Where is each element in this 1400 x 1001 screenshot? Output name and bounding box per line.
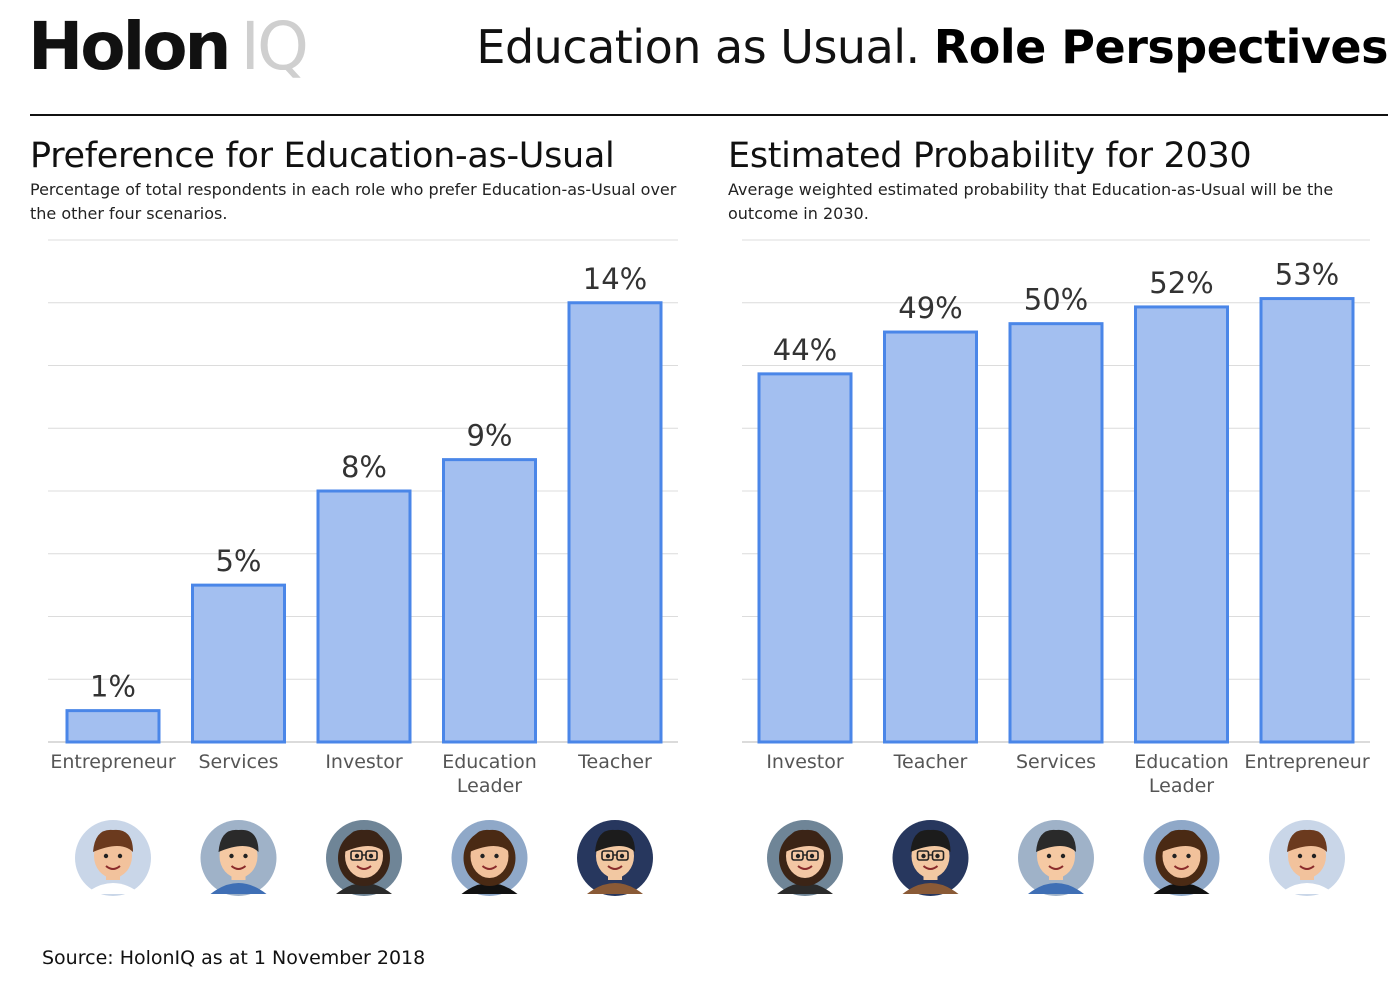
- category-label: Investor: [766, 751, 844, 773]
- data-label: 8%: [341, 450, 387, 484]
- bar: [567, 301, 663, 744]
- category-label: Education Leader: [442, 751, 537, 797]
- category-label: Teacher: [893, 751, 968, 773]
- right-panel-subtitle: Average weighted estimated probability t…: [728, 180, 1334, 223]
- bar: [757, 372, 853, 744]
- page-title: Education as Usual. Role Perspectives: [476, 18, 1388, 76]
- bar: [65, 709, 161, 744]
- data-label: 44%: [773, 333, 837, 367]
- man-avatar-icon: [1018, 820, 1094, 896]
- data-label: 52%: [1149, 266, 1213, 300]
- man-avatar-icon: [200, 820, 277, 896]
- preference-chart: 1% Entrepreneur 5% Services 8% Investor 9% Educ…: [48, 239, 678, 896]
- data-label: 50%: [1024, 283, 1088, 317]
- brand-logo: Holon IQ: [28, 8, 309, 90]
- bar: [1134, 305, 1229, 744]
- boy-avatar-icon: [75, 820, 151, 896]
- woman-glasses-avatar-icon: [767, 820, 843, 896]
- source-note: Source: HolonIQ as at 1 November 2018: [42, 947, 426, 969]
- brand-logo-main: Holon: [28, 8, 232, 85]
- woman-glasses-avatar-icon: [326, 820, 402, 896]
- boy-avatar-icon: [1269, 820, 1345, 896]
- bar: [1259, 297, 1355, 744]
- bar: [442, 458, 537, 744]
- category-label: Teacher: [577, 751, 652, 773]
- category-label: Investor: [325, 751, 403, 773]
- woman-curly-avatar-icon: [451, 820, 528, 896]
- man-glasses-avatar-icon: [892, 820, 969, 896]
- category-label: Entrepreneur: [50, 751, 175, 773]
- man-glasses-avatar-icon: [577, 820, 653, 896]
- left-panel-subtitle: Percentage of total respondents in each …: [30, 180, 677, 223]
- category-label: Entrepreneur: [1244, 751, 1369, 773]
- left-panel-title: Preference for Education-as-Usual: [30, 136, 615, 176]
- data-label: 49%: [898, 291, 962, 325]
- header-divider: [30, 114, 1388, 116]
- right-panel-title: Estimated Probability for 2030: [728, 136, 1252, 176]
- category-label: Education Leader: [1134, 751, 1229, 797]
- data-label: 1%: [90, 670, 136, 704]
- bar: [316, 489, 412, 744]
- woman-curly-avatar-icon: [1143, 820, 1220, 896]
- bar: [191, 583, 286, 744]
- bar: [883, 330, 978, 744]
- data-label: 14%: [583, 262, 647, 296]
- data-label: 5%: [215, 544, 261, 578]
- probability-chart: 44% Investor 49% Teacher 50% Services 52% Educa…: [742, 239, 1370, 896]
- category-label: Services: [198, 751, 278, 773]
- category-label: Services: [1016, 751, 1096, 773]
- data-label: 53%: [1275, 258, 1339, 292]
- page-title-bold: Role Perspectives: [933, 20, 1389, 74]
- page-title-light: Education as Usual.: [476, 20, 920, 74]
- brand-logo-sub: IQ: [240, 8, 309, 85]
- bar: [1008, 322, 1104, 744]
- data-label: 9%: [466, 419, 512, 453]
